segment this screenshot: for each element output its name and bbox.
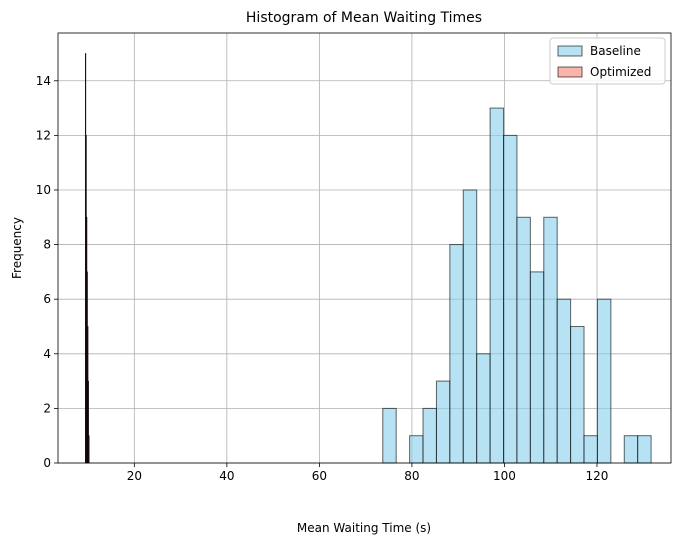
y-tick-label: 2 (43, 401, 51, 415)
y-tick-label: 6 (43, 292, 51, 306)
histogram-bar-baseline (556, 298, 572, 464)
x-tick-label: 20 (127, 469, 142, 483)
histogram-bar-baseline (570, 325, 585, 464)
histogram-bar-baseline (489, 107, 505, 464)
y-tick-label: 0 (43, 456, 51, 470)
y-axis-label: Frequency (10, 217, 24, 279)
x-tick-label: 80 (404, 469, 419, 483)
legend-swatch-optimized (557, 66, 583, 78)
legend: Baseline Optimized (549, 37, 666, 85)
legend-swatch-baseline (557, 45, 583, 57)
histogram-bar-baseline (409, 435, 424, 464)
x-tick-label: 100 (493, 469, 516, 483)
histogram-bar-baseline (516, 216, 531, 464)
chart-title: Histogram of Mean Waiting Times (246, 10, 482, 26)
histogram-bar-baseline (529, 271, 545, 464)
y-tick-label: 8 (43, 238, 51, 252)
plot-frame (57, 32, 672, 464)
axis-ticks: 20 40 60 80 100 120 0 2 4 6 8 10 12 14 (36, 74, 609, 483)
y-tick-label: 10 (36, 183, 51, 197)
histogram-bar-baseline (476, 353, 491, 464)
legend-label-baseline: Baseline (590, 44, 641, 58)
histogram-bar-baseline (543, 216, 558, 464)
histogram-bar-optimized (88, 435, 90, 464)
y-tick-label: 14 (36, 74, 51, 88)
histogram-bar-baseline (503, 134, 518, 464)
x-axis-label: Mean Waiting Time (s) (297, 521, 431, 535)
histogram-bar-baseline (583, 435, 598, 464)
legend-label-optimized: Optimized (590, 65, 651, 79)
x-tick-label: 40 (219, 469, 234, 483)
x-tick-label: 120 (586, 469, 609, 483)
histogram-bar-baseline (422, 407, 437, 464)
y-tick-label: 12 (36, 128, 51, 142)
histogram-bar-baseline (449, 244, 464, 464)
x-tick-label: 60 (312, 469, 327, 483)
histogram-bar-baseline (637, 435, 652, 464)
histogram-bar-baseline (435, 380, 451, 464)
histogram-bar-baseline (596, 298, 612, 464)
histogram-bar-baseline (382, 407, 397, 464)
y-tick-label: 4 (43, 347, 51, 361)
histogram-bar-baseline (462, 189, 478, 464)
histogram-bar-baseline (623, 435, 639, 464)
